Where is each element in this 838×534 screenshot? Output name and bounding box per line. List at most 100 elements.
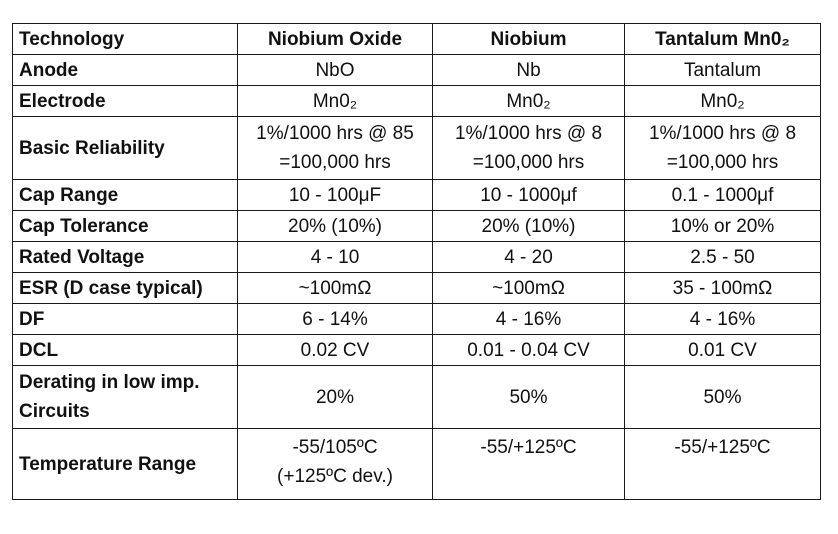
table-cell: 2.5 - 50 [624, 241, 821, 273]
comparison-table: Technology Niobium Oxide Niobium Tantalu… [12, 23, 821, 500]
header-niobium-oxide: Niobium Oxide [237, 23, 433, 55]
cell-line: 6 - 14% [302, 308, 368, 330]
table-cell: ~100mΩ [432, 272, 625, 304]
table-cell: 10 - 100μF [237, 179, 433, 211]
table-cell: -55/+125ºC [432, 428, 625, 500]
row-label-line: DF [19, 308, 45, 330]
table-cell: 4 - 10 [237, 241, 433, 273]
table-row: DF 6 - 14% 4 - 16% 4 - 16% [12, 303, 821, 335]
row-label: Cap Range [12, 179, 238, 211]
table-cell: 10% or 20% [624, 210, 821, 242]
cell-line: Tantalum [683, 59, 762, 81]
row-label: Rated Voltage [12, 241, 238, 273]
cell-line: 4 - 16% [495, 308, 562, 330]
cell-line: 20% [315, 386, 355, 408]
cell-line: =100,000 hrs [472, 152, 585, 173]
table-cell: -55/+125ºC [624, 428, 821, 500]
table-cell: Tantalum [624, 54, 821, 86]
cell-line: NbO [315, 59, 355, 81]
table-row: Derating in low imp. Circuits 20% 50% 50% [12, 365, 821, 429]
table-cell: 4 - 20 [432, 241, 625, 273]
row-label: Temperature Range [12, 428, 238, 500]
table-cell: NbO [237, 54, 433, 86]
table-cell: 50% [624, 365, 821, 429]
table-cell: 6 - 14% [237, 303, 433, 335]
table-cell: 35 - 100mΩ [624, 272, 821, 304]
row-label-line: Derating in low imp. [19, 372, 200, 393]
table-cell: 1%/1000 hrs @ 8 =100,000 hrs [624, 116, 821, 180]
header-niobium: Niobium [432, 23, 625, 55]
cell-line: 10 - 100μF [288, 184, 382, 206]
row-label: ESR (D case typical) [12, 272, 238, 304]
header-row: Technology Niobium Oxide Niobium Tantalu… [12, 23, 821, 55]
cell-line: 1%/1000 hrs @ 8 [648, 123, 797, 144]
cell-line: 50% [703, 386, 742, 408]
table-row: Anode NbO Nb Tantalum [12, 54, 821, 86]
cell-line: 4 - 20 [504, 246, 553, 268]
table-cell: 1%/1000 hrs @ 8 =100,000 hrs [432, 116, 625, 180]
cell-line: -55/+125ºC [480, 437, 577, 458]
table-cell: 10 - 1000μf [432, 179, 625, 211]
table-cell: 0.02 CV [237, 334, 433, 366]
cell-line: -55/+125ºC [674, 437, 771, 458]
cell-line: 10 - 1000μf [480, 184, 577, 206]
table-cell: ~100mΩ [237, 272, 433, 304]
header-tantalum-mno2: Tantalum Mn0₂ [624, 23, 821, 55]
table-row: Cap Tolerance 20% (10%) 20% (10%) 10% or 20… [12, 210, 821, 242]
cell-line: 20% (10%) [288, 215, 382, 237]
cell-line: 0.1 - 1000μf [671, 184, 774, 206]
row-label-line: Cap Tolerance [19, 215, 149, 237]
cell-line: =100,000 hrs [666, 152, 779, 173]
row-label-line: Circuits [19, 401, 90, 422]
cell-line: 1%/1000 hrs @ 85 [256, 123, 414, 144]
table-cell: Mn0₂ [432, 85, 625, 117]
table-cell: Mn0₂ [624, 85, 821, 117]
cell-line: ~100mΩ [492, 277, 565, 299]
cell-line: 50% [509, 386, 548, 408]
table-cell: 4 - 16% [432, 303, 625, 335]
cell-line: 35 - 100mΩ [672, 277, 773, 299]
row-label: Derating in low imp. Circuits [12, 365, 238, 429]
cell-line: 0.01 - 0.04 CV [467, 339, 590, 361]
cell-line: 2.5 - 50 [690, 246, 755, 268]
table-cell: 20% (10%) [237, 210, 433, 242]
row-label-line: Temperature Range [19, 453, 197, 475]
cell-line: -55/105ºC [292, 437, 378, 458]
row-label: Cap Tolerance [12, 210, 238, 242]
row-label: Basic Reliability [12, 116, 238, 180]
table-cell: 1%/1000 hrs @ 85 =100,000 hrs [237, 116, 433, 180]
table-cell: 0.01 - 0.04 CV [432, 334, 625, 366]
row-label-line: Basic Reliability [19, 137, 165, 159]
cell-line: (+125ºC dev.) [277, 466, 393, 487]
cell-line: 10% or 20% [670, 215, 775, 237]
table-cell: Mn0₂ [237, 85, 433, 117]
table-cell: -55/105ºC (+125ºC dev.) [237, 428, 433, 500]
cell-line: ~100mΩ [298, 277, 372, 299]
cell-line: 4 - 16% [689, 308, 756, 330]
table-cell: 4 - 16% [624, 303, 821, 335]
table-cell: 0.1 - 1000μf [624, 179, 821, 211]
table-row: Temperature Range -55/105ºC (+125ºC dev.) -… [12, 428, 821, 500]
cell-line: Mn0₂ [700, 90, 745, 112]
table-cell: Nb [432, 54, 625, 86]
row-label-line: ESR (D case typical) [19, 277, 203, 299]
cell-line: Nb [516, 59, 541, 81]
table-cell: 20% (10%) [432, 210, 625, 242]
row-label-line: DCL [19, 339, 59, 361]
table-row: Rated Voltage 4 - 10 4 - 20 2.5 - 50 [12, 241, 821, 273]
cell-line: 4 - 10 [310, 246, 360, 268]
row-label-line: Electrode [19, 90, 106, 112]
row-label-line: Anode [19, 59, 79, 81]
table-cell: 50% [432, 365, 625, 429]
cell-line: =100,000 hrs [279, 152, 391, 173]
row-label: DCL [12, 334, 238, 366]
cell-line: 0.02 CV [300, 339, 370, 361]
table-cell: 0.01 CV [624, 334, 821, 366]
row-label: Anode [12, 54, 238, 86]
cell-line: 1%/1000 hrs @ 8 [454, 123, 603, 144]
cell-line: Mn0₂ [506, 90, 551, 112]
table-cell: 20% [237, 365, 433, 429]
row-label-line: Rated Voltage [19, 246, 145, 268]
cell-line: 0.01 CV [688, 339, 757, 361]
cell-line: Mn0₂ [312, 90, 358, 112]
